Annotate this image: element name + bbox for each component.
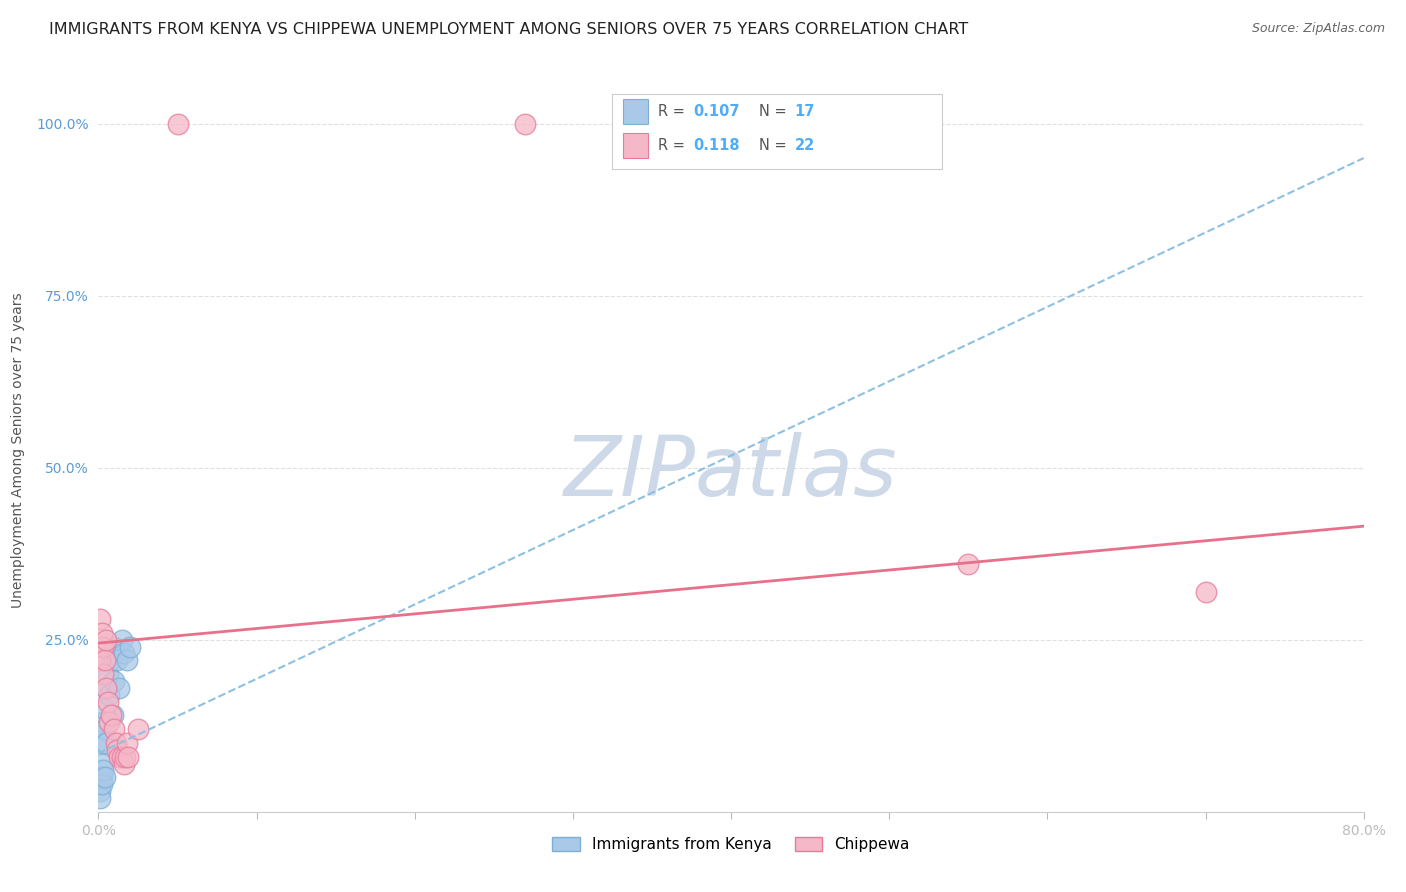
Point: [107, 653, 129, 667]
Text: 0.118: 0.118: [693, 138, 740, 153]
Point: [93, 722, 117, 736]
Point: [97, 667, 120, 681]
Point: [100, 653, 122, 667]
Point: [114, 749, 136, 764]
Point: [112, 647, 135, 661]
Point: [104, 736, 127, 750]
Point: [89, 777, 111, 791]
Point: [89, 784, 111, 798]
Point: [957, 557, 980, 571]
Point: [96, 632, 118, 647]
Point: [111, 632, 134, 647]
Text: R =: R =: [658, 104, 689, 119]
Legend: Immigrants from Kenya, Chippewa: Immigrants from Kenya, Chippewa: [547, 830, 915, 858]
Point: [93, 653, 117, 667]
Text: 17: 17: [794, 104, 814, 119]
Point: [93, 770, 117, 784]
Text: Source: ZipAtlas.com: Source: ZipAtlas.com: [1251, 22, 1385, 36]
Point: [115, 653, 138, 667]
Point: [115, 736, 138, 750]
Point: [98, 688, 121, 702]
Text: ZIPatlas: ZIPatlas: [564, 432, 898, 513]
Text: N =: N =: [759, 138, 792, 153]
Point: [108, 749, 131, 764]
Text: 0.107: 0.107: [693, 104, 740, 119]
Point: [91, 640, 114, 654]
Point: [93, 701, 117, 715]
Point: [90, 625, 112, 640]
Point: [96, 736, 118, 750]
Point: [91, 736, 114, 750]
Point: [112, 756, 135, 771]
Point: [89, 791, 111, 805]
Point: [100, 708, 122, 723]
Point: [515, 117, 537, 131]
Text: IMMIGRANTS FROM KENYA VS CHIPPEWA UNEMPLOYMENT AMONG SENIORS OVER 75 YEARS CORRE: IMMIGRANTS FROM KENYA VS CHIPPEWA UNEMPL…: [49, 22, 969, 37]
Point: [90, 756, 112, 771]
Text: N =: N =: [759, 104, 792, 119]
Point: [96, 681, 118, 695]
Point: [107, 743, 129, 757]
Point: [89, 770, 111, 784]
Point: [101, 708, 124, 723]
Point: [127, 722, 149, 736]
Text: R =: R =: [658, 138, 689, 153]
Point: [90, 777, 112, 791]
Point: [117, 749, 139, 764]
Text: 22: 22: [794, 138, 814, 153]
Y-axis label: Unemployment Among Seniors over 75 years: Unemployment Among Seniors over 75 years: [11, 293, 25, 608]
Point: [97, 695, 120, 709]
Point: [89, 612, 111, 626]
Point: [91, 715, 114, 730]
Point: [111, 749, 134, 764]
Point: [1194, 584, 1216, 599]
Point: [96, 681, 118, 695]
Point: [103, 673, 125, 688]
Point: [166, 117, 188, 131]
Point: [91, 764, 114, 778]
Point: [103, 722, 125, 736]
Point: [90, 770, 112, 784]
Point: [89, 653, 111, 667]
Point: [108, 681, 131, 695]
Point: [103, 640, 125, 654]
Point: [91, 667, 114, 681]
Point: [98, 715, 121, 730]
Point: [120, 640, 141, 654]
